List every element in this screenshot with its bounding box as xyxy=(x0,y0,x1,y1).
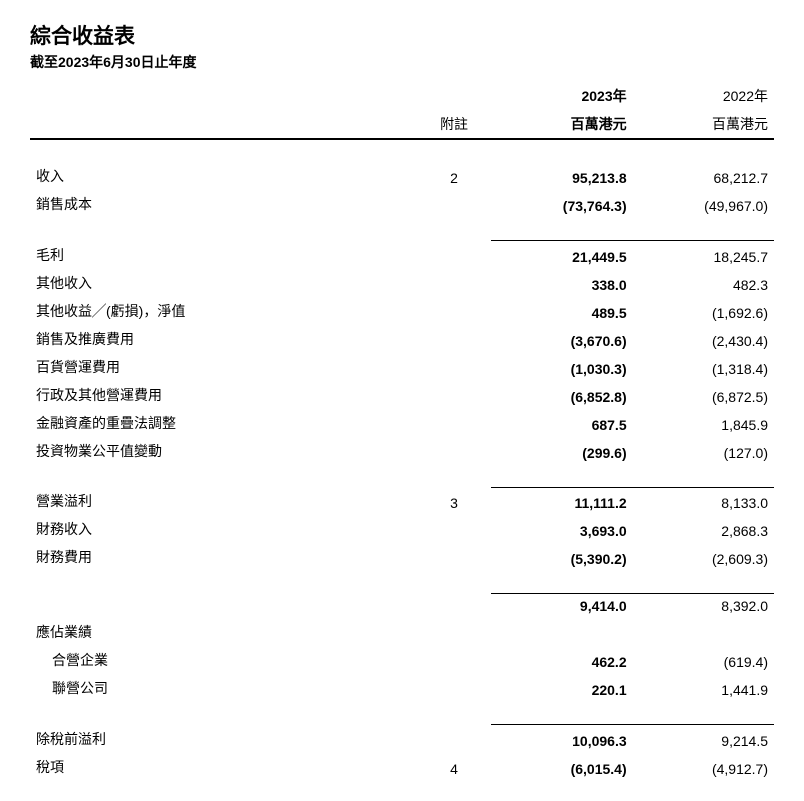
table-row: 其他收益╱(虧損)，淨值 489.5 (1,692.6) xyxy=(30,297,774,325)
table-row: 稅項 4 (6,015.4) (4,912.7) xyxy=(30,753,774,781)
row-current: 9,414.0 xyxy=(491,594,632,619)
row-prev: 1,845.9 xyxy=(633,409,774,437)
spacer xyxy=(30,571,774,594)
row-current: 3,693.0 xyxy=(491,515,632,543)
table-row: 金融資產的重疊法調整 687.5 1,845.9 xyxy=(30,409,774,437)
row-prev: 9,214.5 xyxy=(633,725,774,753)
row-current: 95,213.8 xyxy=(491,162,632,190)
row-prev: (2,430.4) xyxy=(633,325,774,353)
row-current: 220.1 xyxy=(491,674,632,702)
row-label: 其他收入 xyxy=(30,269,417,297)
row-label: 財務費用 xyxy=(30,543,417,571)
row-current: 338.0 xyxy=(491,269,632,297)
row-label: 財務收入 xyxy=(30,515,417,543)
table-row: 除稅前溢利 10,096.3 9,214.5 xyxy=(30,725,774,753)
row-current: (6,852.8) xyxy=(491,381,632,409)
row-prev: (2,609.3) xyxy=(633,543,774,571)
row-label: 銷售成本 xyxy=(30,190,417,218)
row-current: 687.5 xyxy=(491,409,632,437)
row-current: 489.5 xyxy=(491,297,632,325)
row-current: 21,449.5 xyxy=(491,241,632,269)
row-note: 3 xyxy=(417,487,491,515)
row-prev: 2,868.3 xyxy=(633,515,774,543)
table-row: 行政及其他營運費用 (6,852.8) (6,872.5) xyxy=(30,381,774,409)
row-label: 稅項 xyxy=(30,753,417,781)
row-label: 除稅前溢利 xyxy=(30,725,417,753)
spacer xyxy=(30,465,774,488)
table-row: 合營企業 462.2 (619.4) xyxy=(30,646,774,674)
row-label: 收入 xyxy=(30,162,417,190)
row-label: 合營企業 xyxy=(30,646,417,674)
header-row-1: 2023年 2022年 xyxy=(30,82,774,110)
rule-top xyxy=(30,139,774,162)
row-current: (6,015.4) xyxy=(491,753,632,781)
row-note: 2 xyxy=(417,162,491,190)
row-note xyxy=(417,190,491,218)
row-prev: (619.4) xyxy=(633,646,774,674)
row-label: 行政及其他營運費用 xyxy=(30,381,417,409)
table-row: 其他收入 338.0 482.3 xyxy=(30,269,774,297)
row-label: 應佔業績 xyxy=(30,618,417,646)
row-prev: (4,912.7) xyxy=(633,753,774,781)
row-prev: (1,692.6) xyxy=(633,297,774,325)
row-note: 4 xyxy=(417,753,491,781)
row-prev: (49,967.0) xyxy=(633,190,774,218)
statement-subtitle: 截至2023年6月30日止年度 xyxy=(30,52,774,72)
table-row: 投資物業公平值變動 (299.6) (127.0) xyxy=(30,437,774,465)
col-header-current-unit: 百萬港元 xyxy=(491,110,632,139)
table-row: 聯營公司 220.1 1,441.9 xyxy=(30,674,774,702)
table-row: 營業溢利 3 11,111.2 8,133.0 xyxy=(30,487,774,515)
table-row: 應佔業績 xyxy=(30,618,774,646)
row-current: (73,764.3) xyxy=(491,190,632,218)
statement-title: 綜合收益表 xyxy=(30,20,774,50)
spacer xyxy=(30,702,774,725)
header-row-2: 附註 百萬港元 百萬港元 xyxy=(30,110,774,139)
row-label: 金融資產的重疊法調整 xyxy=(30,409,417,437)
table-row: 收入 2 95,213.8 68,212.7 xyxy=(30,162,774,190)
row-prev: 1,441.9 xyxy=(633,674,774,702)
row-current: 10,096.3 xyxy=(491,725,632,753)
col-header-note: 附註 xyxy=(417,110,491,139)
row-current: (299.6) xyxy=(491,437,632,465)
row-prev: 8,392.0 xyxy=(633,594,774,619)
table-row: 銷售成本 (73,764.3) (49,967.0) xyxy=(30,190,774,218)
table-row: 毛利 21,449.5 18,245.7 xyxy=(30,241,774,269)
row-prev: (6,872.5) xyxy=(633,381,774,409)
row-label: 營業溢利 xyxy=(30,487,417,515)
table-row: 財務費用 (5,390.2) (2,609.3) xyxy=(30,543,774,571)
row-prev: (1,318.4) xyxy=(633,353,774,381)
spacer xyxy=(30,218,774,241)
row-prev: 8,133.0 xyxy=(633,487,774,515)
table-row: 9,414.0 8,392.0 xyxy=(30,594,774,619)
income-statement-table: 2023年 2022年 附註 百萬港元 百萬港元 收入 2 95,213.8 6… xyxy=(30,82,774,781)
row-current: (3,670.6) xyxy=(491,325,632,353)
col-header-prev-unit: 百萬港元 xyxy=(633,110,774,139)
table-row: 銷售及推廣費用 (3,670.6) (2,430.4) xyxy=(30,325,774,353)
row-current: (5,390.2) xyxy=(491,543,632,571)
row-label: 毛利 xyxy=(30,241,417,269)
row-prev: 18,245.7 xyxy=(633,241,774,269)
row-current: (1,030.3) xyxy=(491,353,632,381)
row-prev: 482.3 xyxy=(633,269,774,297)
row-current: 462.2 xyxy=(491,646,632,674)
row-label: 其他收益╱(虧損)，淨值 xyxy=(30,297,417,325)
row-current: 11,111.2 xyxy=(491,487,632,515)
row-prev: (127.0) xyxy=(633,437,774,465)
table-row: 百貨營運費用 (1,030.3) (1,318.4) xyxy=(30,353,774,381)
row-label: 投資物業公平值變動 xyxy=(30,437,417,465)
row-label: 聯營公司 xyxy=(30,674,417,702)
row-label: 銷售及推廣費用 xyxy=(30,325,417,353)
row-prev: 68,212.7 xyxy=(633,162,774,190)
col-header-current-year: 2023年 xyxy=(491,82,632,110)
table-row: 財務收入 3,693.0 2,868.3 xyxy=(30,515,774,543)
row-label: 百貨營運費用 xyxy=(30,353,417,381)
col-header-prev-year: 2022年 xyxy=(633,82,774,110)
